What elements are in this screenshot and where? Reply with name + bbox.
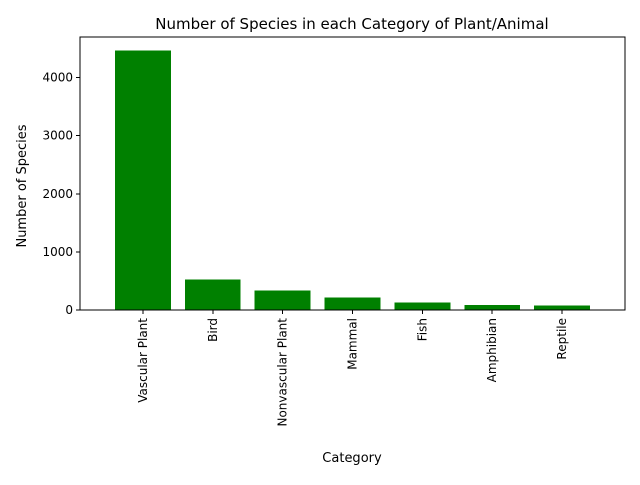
x-tick-label: Amphibian [485, 318, 499, 382]
plot-frame [79, 36, 626, 311]
x-tick-label: Fish [415, 318, 429, 341]
x-tick-label: Reptile [555, 318, 569, 360]
bar-mammal [324, 297, 381, 310]
bar-nonvascular-plant [254, 290, 311, 310]
y-tick-label: 0 [65, 303, 73, 317]
x-tick-label: Bird [206, 318, 220, 342]
y-tick-label: 2000 [42, 187, 73, 201]
x-tick-label: Nonvascular Plant [276, 318, 290, 427]
bar-vascular-plant [114, 50, 171, 311]
x-axis-label: Category [322, 451, 382, 466]
x-axis-ticks: Vascular Plant Bird Nonvascular Plant Mamma… [136, 310, 569, 427]
bar-fish [394, 302, 451, 310]
y-axis-ticks: 0 1000 2000 3000 4000 [42, 71, 80, 317]
bar-reptile [534, 305, 591, 310]
y-tick-label: 4000 [42, 71, 73, 85]
y-tick-label: 1000 [42, 245, 73, 259]
chart-title: Number of Species in each Category of Pl… [155, 15, 548, 33]
bars-group [114, 50, 591, 311]
y-tick-label: 3000 [42, 129, 73, 143]
y-axis-label: Number of Species [15, 124, 30, 247]
x-tick-label: Vascular Plant [136, 318, 150, 403]
x-tick-label: Mammal [346, 318, 360, 370]
bar-amphibian [464, 304, 521, 310]
bar-bird [184, 279, 241, 310]
